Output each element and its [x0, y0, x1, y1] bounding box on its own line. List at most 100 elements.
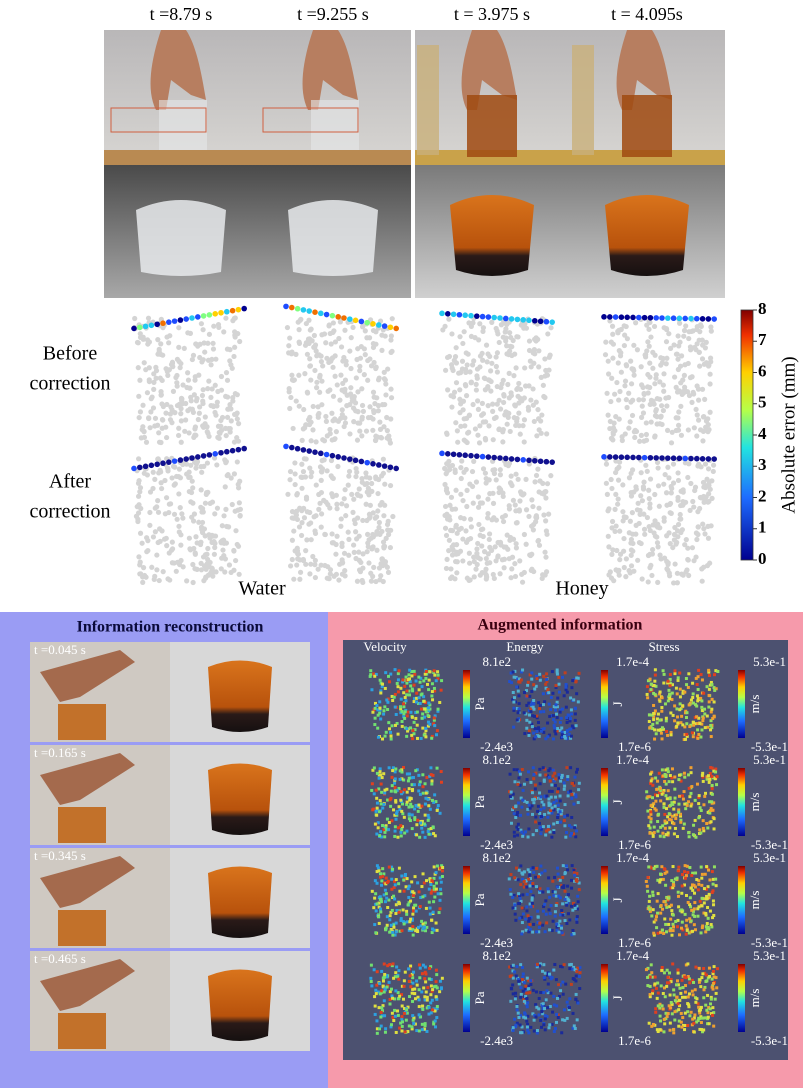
surface-point [515, 317, 521, 323]
point [476, 522, 481, 527]
particle [411, 1000, 414, 1003]
particle [539, 704, 542, 707]
point [449, 495, 454, 500]
point [456, 371, 461, 376]
particle [713, 715, 716, 718]
particle [650, 971, 653, 974]
particle [422, 964, 425, 967]
point [695, 463, 700, 468]
particle [424, 973, 427, 976]
particle [416, 881, 419, 884]
point [604, 462, 609, 467]
point [681, 487, 686, 492]
point [682, 385, 687, 390]
point [683, 569, 688, 574]
surface-point [230, 448, 236, 454]
point [531, 361, 536, 366]
particle [708, 778, 711, 781]
particle [654, 693, 657, 696]
point [136, 481, 141, 486]
particle [709, 910, 712, 913]
point [543, 555, 548, 560]
point [686, 336, 691, 341]
point [652, 353, 657, 358]
point [342, 487, 347, 492]
point [175, 517, 180, 522]
point [309, 438, 314, 443]
particle [701, 772, 704, 775]
point [630, 510, 635, 515]
particle [431, 682, 434, 685]
particle [408, 777, 411, 780]
particle [387, 721, 390, 724]
point [682, 373, 687, 378]
particle [695, 677, 698, 680]
point [703, 461, 708, 466]
point [616, 360, 621, 365]
point [212, 541, 217, 546]
point [624, 362, 629, 367]
point [482, 549, 487, 554]
point [350, 325, 355, 330]
point [658, 363, 663, 368]
particle [541, 801, 544, 804]
particle [513, 1018, 516, 1021]
particle [388, 727, 391, 730]
particle [686, 1024, 689, 1027]
particle [537, 1007, 540, 1010]
particle [692, 981, 695, 984]
particle [664, 827, 667, 830]
point [530, 504, 535, 509]
point [329, 356, 334, 361]
particle [685, 933, 688, 936]
particle [699, 806, 702, 809]
particle [668, 697, 671, 700]
particle [574, 793, 577, 796]
particle [566, 898, 569, 901]
surface-point [711, 316, 717, 322]
particle [655, 915, 658, 918]
point [178, 505, 183, 510]
particle [574, 776, 577, 779]
particle [395, 922, 398, 925]
point [297, 327, 302, 332]
particle [384, 900, 387, 903]
point [701, 565, 706, 570]
point [669, 511, 674, 516]
point [359, 476, 364, 481]
point [697, 506, 702, 511]
scale-max: 1.7e-4 [616, 752, 649, 767]
point [620, 482, 625, 487]
particle [677, 1008, 680, 1011]
point [481, 534, 486, 539]
particle [528, 734, 531, 737]
particle [400, 919, 403, 922]
point [193, 534, 198, 539]
point [470, 402, 475, 407]
point [669, 484, 674, 489]
particle [512, 964, 515, 967]
particle [508, 680, 511, 683]
point [487, 531, 492, 536]
particle [691, 731, 694, 734]
particle [649, 820, 652, 823]
point [673, 561, 678, 566]
point [176, 325, 181, 330]
particle [669, 684, 672, 687]
particle [410, 1025, 413, 1028]
particle [554, 891, 557, 894]
surface-point [439, 451, 445, 457]
particle [524, 985, 527, 988]
particle [677, 869, 680, 872]
point [455, 428, 460, 433]
point [140, 403, 145, 408]
surface-point [451, 451, 457, 457]
particle [372, 906, 375, 909]
particle [709, 1007, 712, 1010]
particle [386, 915, 389, 918]
point [537, 478, 542, 483]
point [652, 518, 657, 523]
particle [402, 879, 405, 882]
particle [393, 1009, 396, 1012]
point [656, 483, 661, 488]
